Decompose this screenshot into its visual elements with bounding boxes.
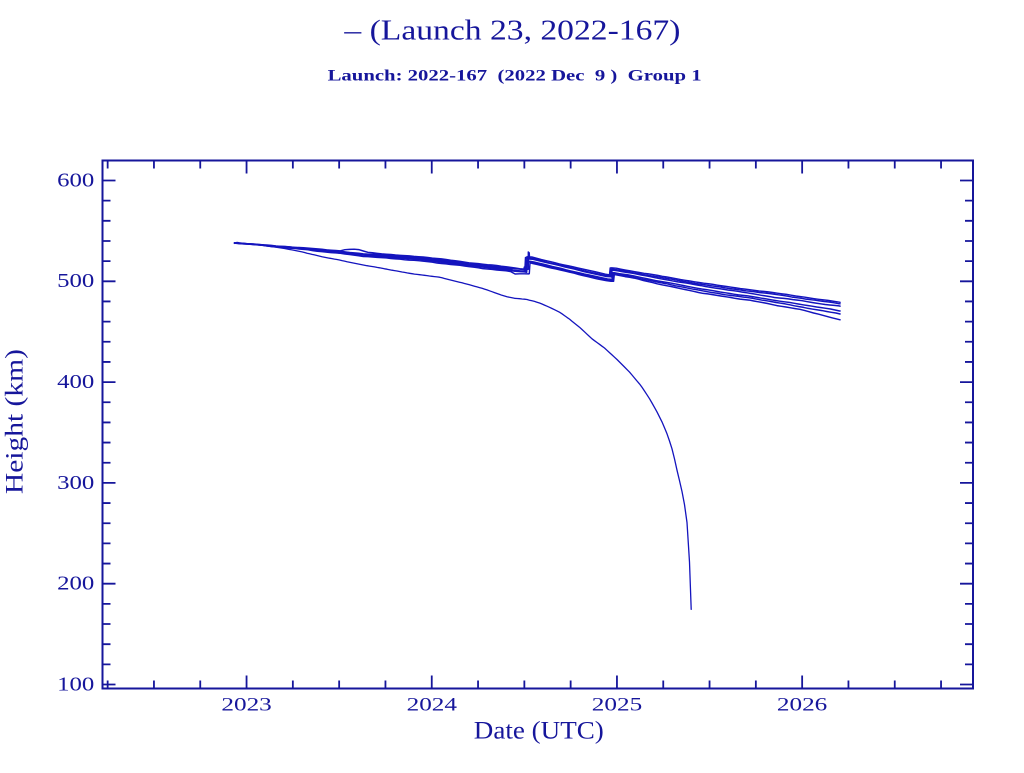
svg-text:300: 300 (57, 473, 94, 494)
svg-text:600: 600 (57, 170, 94, 191)
svg-text:2023: 2023 (221, 694, 271, 715)
svg-text:Date (UTC): Date (UTC) (474, 715, 604, 744)
svg-text:– (Launch 23, 2022-167): – (Launch 23, 2022-167) (343, 16, 680, 47)
svg-text:Height (km): Height (km) (1, 349, 28, 494)
svg-text:2024: 2024 (407, 694, 458, 715)
svg-text:2026: 2026 (777, 694, 827, 715)
svg-text:Launch: 2022-167 (2022 Dec 9: Launch: 2022-167 (2022 Dec 9 ) Group 1 (328, 67, 702, 84)
svg-text:400: 400 (57, 372, 94, 393)
svg-text:500: 500 (57, 271, 94, 292)
svg-text:2025: 2025 (592, 694, 642, 715)
svg-text:100: 100 (57, 674, 94, 695)
svg-text:200: 200 (57, 574, 94, 595)
